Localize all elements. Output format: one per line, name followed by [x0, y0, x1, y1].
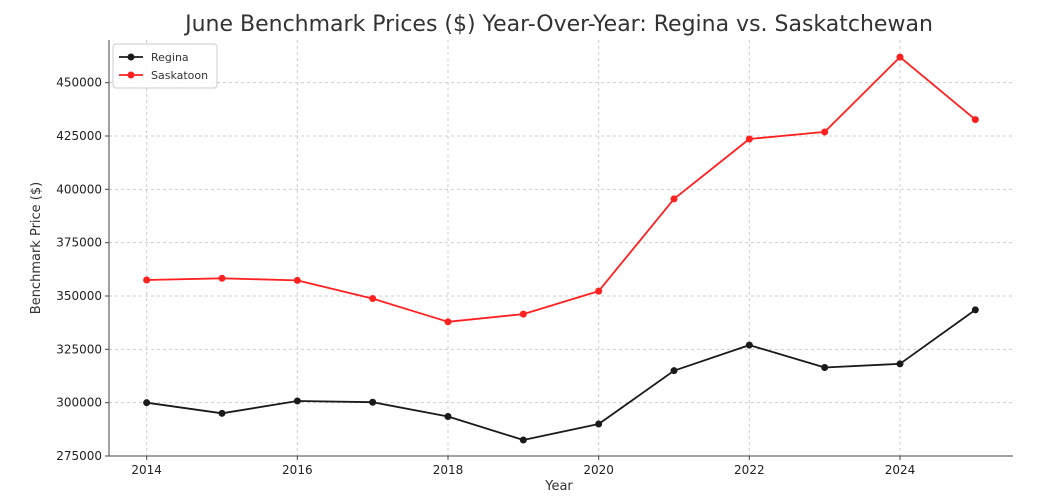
data-point — [821, 128, 829, 136]
data-point — [143, 399, 151, 407]
legend: Regina Saskatoon — [112, 43, 218, 89]
data-point — [293, 276, 301, 284]
data-point — [369, 398, 377, 406]
y-tick-label: 375000 — [56, 236, 102, 250]
legend-label: Regina — [151, 51, 189, 64]
data-point — [745, 135, 753, 143]
x-tick-label: 2024 — [885, 463, 916, 477]
x-tick-label: 2022 — [734, 463, 765, 477]
y-tick-labels: 275000 300000 325000 350000 375000 400000 4250… — [56, 76, 102, 463]
y-axis-label: Benchmark Price ($) — [29, 182, 44, 314]
data-point — [218, 409, 226, 417]
data-point — [369, 295, 377, 303]
series-saskatoon — [143, 53, 979, 326]
data-point — [896, 53, 904, 61]
legend-swatch-marker — [127, 53, 135, 61]
x-tick-label: 2014 — [131, 463, 162, 477]
series-layer — [143, 53, 979, 444]
x-tick-label: 2016 — [282, 463, 313, 477]
y-tick-label: 450000 — [56, 76, 102, 90]
y-tick-label: 350000 — [56, 289, 102, 303]
data-point — [971, 116, 979, 124]
data-point — [670, 195, 678, 203]
series-line — [146, 56, 976, 323]
series-regina — [143, 306, 979, 444]
legend-label: Saskatoon — [151, 69, 208, 82]
data-point — [519, 310, 527, 318]
chart-title: June Benchmark Prices ($) Year-Over-Year… — [183, 12, 933, 37]
x-axis-label: Year — [544, 479, 573, 494]
data-point — [218, 274, 226, 282]
legend-box — [112, 43, 218, 89]
y-tick-label: 300000 — [56, 396, 102, 410]
data-point — [444, 318, 452, 326]
data-point — [444, 413, 452, 421]
grid-layer — [109, 40, 1013, 457]
data-point — [595, 420, 603, 428]
legend-item-regina: Regina — [119, 51, 189, 64]
data-point — [896, 360, 904, 368]
data-point — [595, 287, 603, 295]
data-point — [293, 397, 301, 405]
data-point — [821, 363, 829, 371]
legend-item-saskatoon: Saskatoon — [119, 69, 208, 82]
data-point — [143, 276, 151, 284]
data-point — [971, 306, 979, 314]
series-line — [146, 309, 976, 441]
data-point — [745, 341, 753, 349]
y-tick-label: 275000 — [56, 449, 102, 463]
y-tick-label: 325000 — [56, 342, 102, 356]
x-tick-label: 2020 — [583, 463, 614, 477]
x-tick-labels: 2014 2016 2018 2020 2022 2024 — [131, 463, 915, 477]
y-tick-label: 400000 — [56, 182, 102, 196]
axes-layer — [105, 40, 1013, 460]
data-point — [519, 436, 527, 444]
x-tick-label: 2018 — [433, 463, 464, 477]
y-tick-label: 425000 — [56, 129, 102, 143]
data-point — [670, 367, 678, 375]
legend-swatch-marker — [127, 71, 135, 79]
